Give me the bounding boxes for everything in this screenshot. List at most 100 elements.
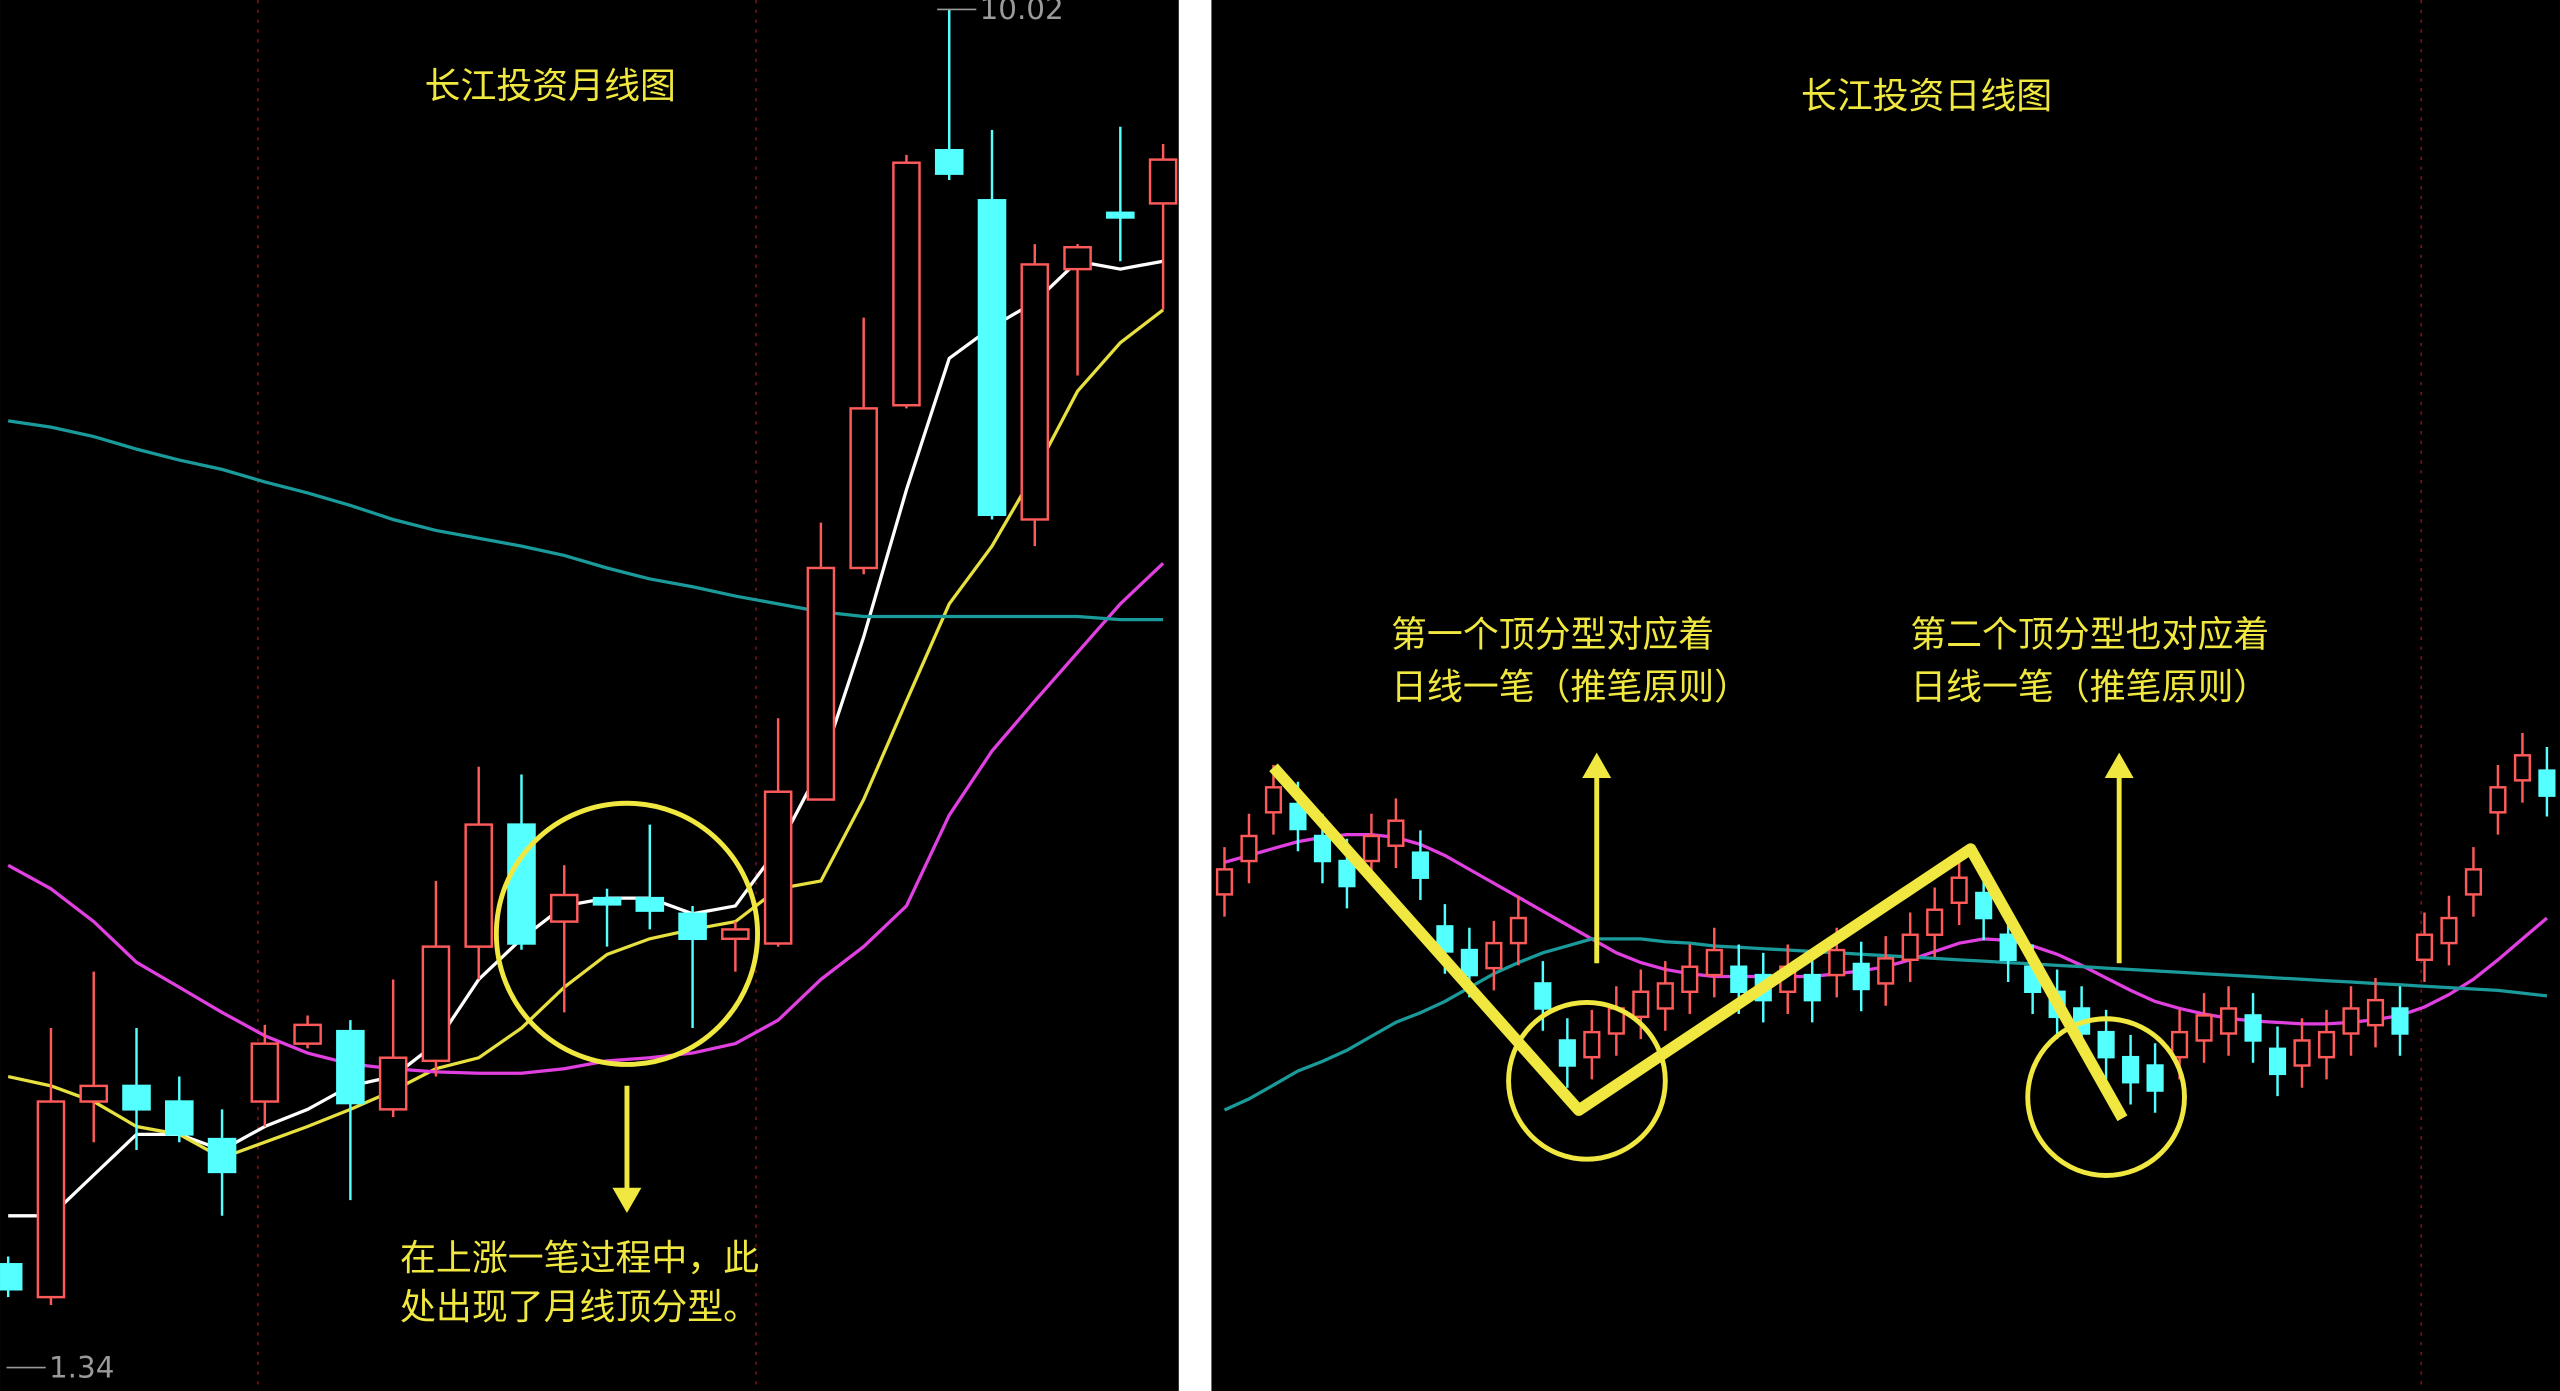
moving-average-line bbox=[8, 259, 1164, 1218]
candle-body bbox=[1362, 834, 1380, 863]
candle-body bbox=[934, 148, 964, 175]
candle-body bbox=[1803, 973, 1821, 1002]
candle-body bbox=[1852, 962, 1870, 991]
candle-body bbox=[2317, 1030, 2336, 1059]
chart-title: 长江投资日线图 bbox=[1801, 76, 2052, 117]
y-tick-label: 10.02 bbox=[980, 0, 1064, 26]
candle-body bbox=[1215, 868, 1234, 896]
candle-body bbox=[250, 1042, 280, 1103]
candle-body bbox=[2538, 769, 2556, 797]
candle-body bbox=[892, 161, 921, 407]
annotation: 第一个顶分型对应着 bbox=[1391, 615, 1714, 656]
annotation: 日线一笔（推笔原则） bbox=[1391, 667, 1750, 708]
candle-body bbox=[2171, 1030, 2189, 1059]
candle-body bbox=[207, 1137, 237, 1174]
candle-body bbox=[2268, 1047, 2287, 1076]
candle-body bbox=[1950, 876, 1968, 904]
candle-body bbox=[79, 1084, 109, 1103]
candle-body bbox=[1460, 948, 1478, 977]
candle-body bbox=[2513, 754, 2532, 782]
candle-body bbox=[164, 1100, 194, 1136]
candle-body bbox=[1926, 908, 1944, 936]
candle-body bbox=[1877, 957, 1895, 985]
candle-body bbox=[1240, 834, 1258, 863]
candle-body bbox=[1656, 982, 1674, 1010]
candle-body bbox=[2219, 1007, 2238, 1035]
candle-body bbox=[1020, 263, 1050, 521]
candle-body bbox=[464, 823, 493, 948]
candle-body bbox=[721, 928, 750, 941]
candle-body bbox=[678, 912, 707, 941]
candle-body bbox=[1289, 802, 1307, 831]
circle bbox=[493, 800, 761, 1067]
candle-body bbox=[1534, 982, 1552, 1010]
candle-body bbox=[2244, 1014, 2262, 1042]
chart-title: 长江投资月线图 bbox=[425, 66, 676, 107]
candle-body bbox=[336, 1029, 365, 1105]
candle-body bbox=[378, 1056, 408, 1111]
candle-body bbox=[2122, 1055, 2140, 1084]
candle-body bbox=[635, 896, 665, 912]
moving-average-line bbox=[7, 308, 1165, 1160]
arrow-head bbox=[2104, 752, 2134, 778]
candle-body bbox=[1558, 1039, 1576, 1067]
candle-body bbox=[1681, 965, 1699, 994]
y-tick-label: 1.34 bbox=[49, 1350, 114, 1384]
candle-body bbox=[1106, 211, 1135, 219]
candle-body bbox=[2415, 933, 2434, 962]
candle-body bbox=[1485, 941, 1503, 970]
candle-body bbox=[549, 893, 579, 923]
candle-body bbox=[421, 945, 451, 1063]
candle-body bbox=[1901, 933, 1919, 962]
candle-body bbox=[1999, 933, 2017, 962]
moving-average-line bbox=[7, 562, 1165, 1075]
candle-body bbox=[2391, 1007, 2409, 1035]
candle-body bbox=[1975, 891, 1993, 920]
candle-body bbox=[2440, 916, 2458, 945]
candle-body bbox=[1632, 990, 1650, 1019]
candle-body bbox=[1828, 948, 1846, 977]
candle-body bbox=[2146, 1064, 2164, 1092]
candle-body bbox=[1411, 851, 1429, 879]
candle-body bbox=[2097, 1030, 2115, 1059]
candle-body bbox=[1264, 786, 1283, 814]
candle-body bbox=[2366, 998, 2385, 1027]
candle-body bbox=[977, 199, 1007, 517]
annotation: 日线一笔（推笔原则） bbox=[1910, 667, 2269, 708]
candle-body bbox=[849, 407, 878, 570]
monthly-panel bbox=[0, 9, 1178, 1305]
candle-body bbox=[1730, 965, 1748, 994]
candle-body bbox=[2464, 868, 2483, 896]
candle-body bbox=[36, 1100, 66, 1299]
candle-body bbox=[592, 896, 622, 906]
annotation: 第二个顶分型也对应着 bbox=[1910, 615, 2269, 656]
candle-body bbox=[1063, 245, 1092, 271]
arrow-head bbox=[612, 1187, 642, 1214]
candle-body bbox=[2293, 1039, 2311, 1067]
candle-body bbox=[1338, 859, 1356, 888]
candle-body bbox=[2489, 786, 2507, 814]
candle-body bbox=[1148, 158, 1178, 205]
moving-average-line bbox=[7, 419, 1164, 622]
candle-body bbox=[1705, 948, 1723, 977]
candle-body bbox=[1313, 834, 1332, 863]
stroke-line bbox=[1269, 763, 2128, 1122]
annotation: 处出现了月线顶分型。 bbox=[400, 1287, 759, 1328]
candle-body bbox=[1583, 1030, 1601, 1059]
annotation: 在上涨一笔过程中，此 bbox=[400, 1238, 759, 1279]
candle-body bbox=[2195, 1014, 2213, 1042]
candle-body bbox=[763, 790, 793, 945]
candle-body bbox=[1509, 916, 1527, 945]
candle-body bbox=[1387, 819, 1405, 847]
candle-body bbox=[2342, 1007, 2360, 1035]
candle-body bbox=[293, 1023, 322, 1045]
candle-body bbox=[122, 1084, 151, 1111]
arrow-head bbox=[1582, 752, 1612, 778]
panel-background bbox=[1211, 0, 2560, 1391]
circle bbox=[1506, 999, 1668, 1162]
candle-body bbox=[0, 1263, 23, 1291]
circle bbox=[2025, 1016, 2187, 1178]
candle-body bbox=[806, 566, 836, 801]
